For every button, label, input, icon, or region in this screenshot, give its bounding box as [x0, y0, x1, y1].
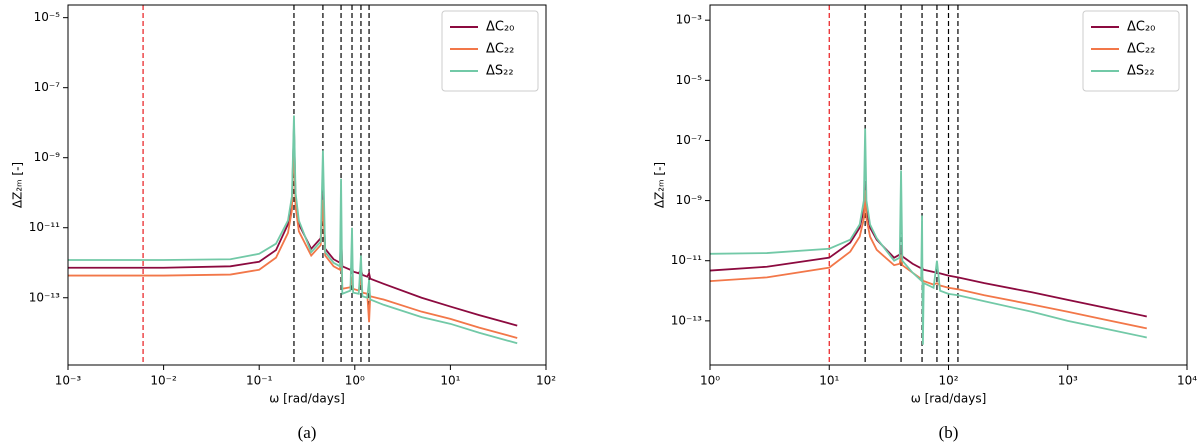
legend-label: ΔC₂₀ [1127, 20, 1155, 35]
panel: 10⁰ 10¹ 10² 10³ 10⁴ 10⁻¹³ 10⁻¹¹ 10⁻⁹ 10⁻⁷ 10⁻⁵ 10⁻… [653, 4, 1197, 442]
y-tick-label: 10⁻⁵ [34, 10, 61, 24]
x-tick-label: 10⁻² [150, 374, 177, 388]
plot-frame [67, 4, 547, 366]
x-axis-title: ω [rad/days] [911, 392, 987, 406]
x-tick-label: 10⁰ [345, 374, 365, 388]
x-tick-label: 10⁻¹ [246, 374, 273, 388]
y-tick-label: 10⁻³ [676, 13, 703, 27]
x-tick-label: 10² [938, 374, 958, 388]
caption: (b) [939, 423, 959, 442]
legend-label: ΔC₂₀ [486, 20, 514, 35]
series-line [68, 115, 518, 345]
y-tick-label: 10⁻⁹ [34, 150, 61, 164]
x-tick-label: 10⁻³ [55, 374, 82, 388]
series-line [710, 182, 1147, 318]
legend-label: ΔC₂₂ [1127, 42, 1155, 57]
y-axis-title: ΔZ₂ₘ [-] [11, 162, 25, 208]
y-tick-label: 10⁻¹³ [671, 313, 702, 327]
x-axis-title: ω [rad/days] [269, 392, 345, 406]
y-tick-label: 10⁻⁷ [676, 133, 703, 147]
x-tick-label: 10⁰ [700, 374, 720, 388]
y-tick-label: 10⁻¹³ [29, 290, 60, 304]
legend-label: ΔS₂₂ [1127, 64, 1155, 79]
series-line [710, 128, 1147, 345]
plot-frame [709, 4, 1188, 366]
panel: 10⁻³ 10⁻² 10⁻¹ 10⁰ 10¹ 10² 10⁻¹³ 10⁻¹¹ 10⁻⁹ 10⁻⁷ 1… [11, 4, 556, 442]
caption: (a) [298, 423, 317, 442]
y-axis-title: ΔZ₂ₘ [-] [653, 162, 667, 208]
y-tick-label: 10⁻⁷ [34, 80, 61, 94]
y-tick-label: 10⁻¹¹ [671, 253, 702, 267]
x-tick-label: 10¹ [819, 374, 839, 388]
x-tick-label: 10⁴ [1177, 374, 1197, 388]
series-line [710, 190, 1147, 330]
y-tick-label: 10⁻⁵ [676, 73, 703, 87]
legend-label: ΔS₂₂ [486, 64, 514, 79]
y-tick-label: 10⁻⁹ [676, 193, 703, 207]
y-tick-label: 10⁻¹¹ [29, 220, 60, 234]
legend-label: ΔC₂₂ [486, 42, 514, 57]
x-tick-label: 10³ [1058, 374, 1078, 388]
x-tick-label: 10² [536, 374, 556, 388]
x-tick-label: 10¹ [440, 374, 460, 388]
